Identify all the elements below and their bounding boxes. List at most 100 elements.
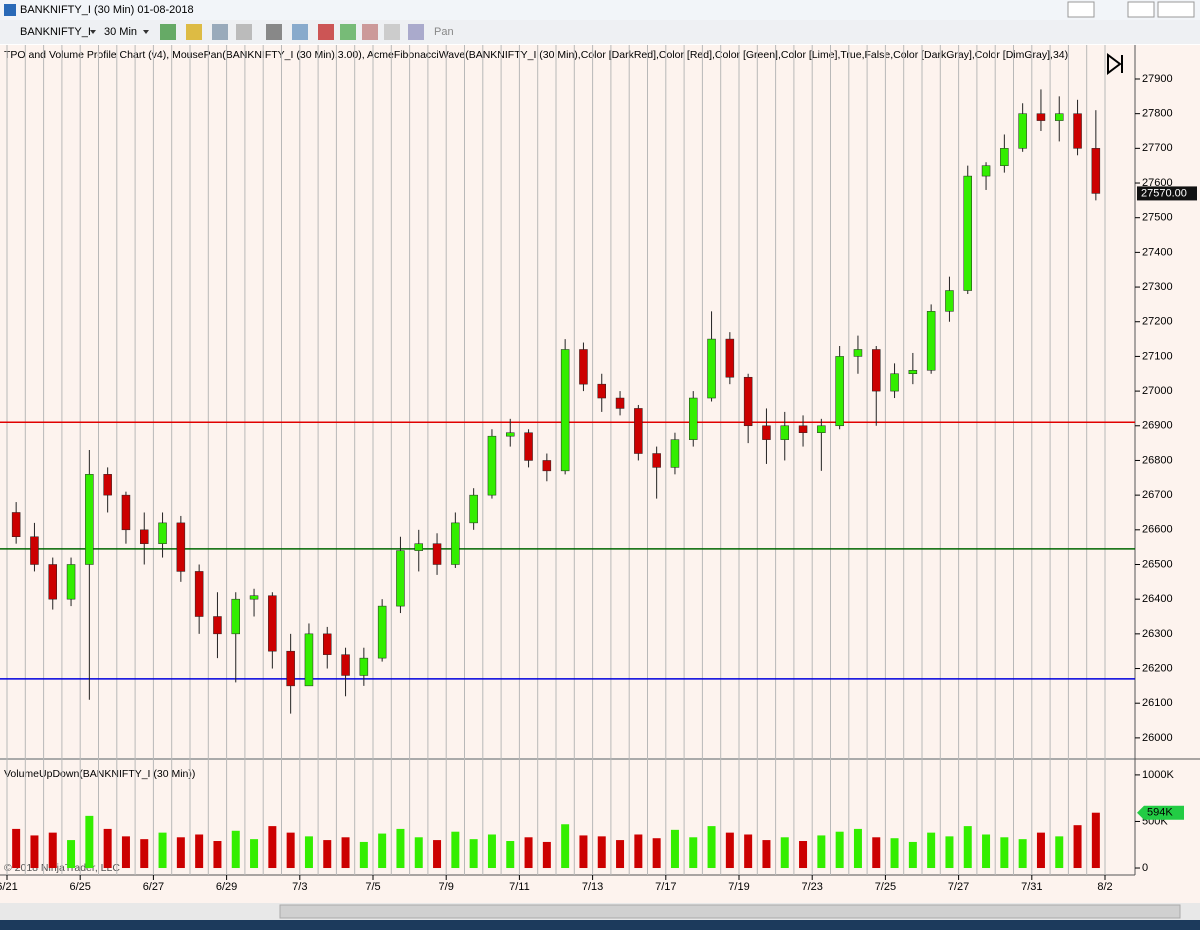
candle-body	[945, 290, 954, 312]
volume-bar	[561, 824, 570, 869]
toolbar-icon[interactable]	[362, 24, 378, 40]
toolbar-icon[interactable]	[340, 24, 356, 40]
candle-body	[396, 550, 405, 607]
interval-selector[interactable]: 30 Min	[104, 26, 137, 38]
y-tick-label: 26800	[1142, 454, 1173, 466]
volume-bar	[542, 841, 551, 869]
volume-bar	[341, 837, 350, 869]
x-tick-label: 7/11	[509, 881, 530, 893]
candle-body	[268, 595, 277, 652]
candle-body	[48, 564, 57, 600]
volume-bar	[396, 828, 405, 869]
pan-button[interactable]: Pan	[434, 26, 454, 38]
candle-body	[1055, 113, 1064, 121]
candle-body	[579, 349, 588, 385]
x-tick-label: 8/2	[1097, 881, 1112, 893]
volume-bar	[433, 840, 442, 869]
volume-bar	[140, 839, 149, 869]
volume-bar	[1073, 825, 1082, 869]
y-tick-label: 26900	[1142, 420, 1173, 432]
y-tick-label: 26100	[1142, 697, 1173, 709]
volume-bar	[506, 841, 515, 869]
candle-body	[323, 633, 332, 655]
y-tick-label: 27900	[1142, 73, 1173, 85]
volume-bar	[982, 834, 991, 869]
y-tick-label: 27100	[1142, 350, 1173, 362]
scroll-end-button[interactable]	[1107, 53, 1123, 75]
y-tick-label: 27400	[1142, 246, 1173, 258]
candle-body	[524, 432, 533, 461]
volume-bar	[1018, 839, 1027, 869]
volume-bar	[487, 834, 496, 869]
candle-body	[103, 474, 112, 496]
volume-bar	[121, 836, 130, 869]
candle-body	[542, 460, 552, 472]
candle-body	[176, 522, 186, 572]
dropdown-arrow	[143, 30, 149, 34]
x-tick-label: 7/27	[948, 881, 969, 893]
toolbar-icon[interactable]	[292, 24, 308, 40]
toolbar-icon[interactable]	[160, 24, 176, 40]
volume-bar	[762, 840, 771, 869]
volume-bar	[890, 838, 899, 869]
candle-body	[615, 397, 625, 409]
candle-body	[597, 383, 606, 399]
candle-body	[652, 453, 661, 468]
y-tick-label: 1000K	[1142, 769, 1174, 781]
candle-body	[66, 564, 76, 600]
candle-body	[451, 522, 460, 565]
x-tick-label: 7/9	[439, 881, 454, 893]
candle-body	[11, 512, 21, 537]
scroll-thumb[interactable]	[279, 904, 1181, 919]
candle-body	[560, 349, 570, 472]
candle-body	[249, 595, 259, 600]
candle-body	[926, 311, 936, 371]
candle-body	[1000, 148, 1009, 166]
y-tick-label: 26500	[1142, 558, 1173, 570]
x-tick-label: 7/5	[365, 881, 380, 893]
candle-body	[231, 598, 240, 635]
toolbar-icon[interactable]	[408, 24, 424, 40]
candle-body	[634, 408, 643, 454]
toolbar-icon[interactable]	[212, 24, 228, 40]
volume-bar	[579, 835, 588, 869]
volume-bar	[12, 828, 21, 869]
volume-bar	[616, 840, 625, 869]
volume-bar	[1000, 837, 1009, 869]
minimize-button[interactable]	[1067, 1, 1095, 18]
volume-bar	[689, 837, 698, 869]
x-tick-label: 7/13	[582, 881, 603, 893]
candle-body	[506, 432, 515, 437]
volume-bar	[1055, 836, 1064, 869]
candle-body	[835, 356, 844, 427]
date-axis	[0, 875, 1200, 903]
x-tick-label: 7/25	[875, 881, 896, 893]
close-button[interactable]	[1157, 1, 1195, 18]
volume-bar	[469, 839, 478, 869]
toolbar-icon[interactable]	[186, 24, 202, 40]
toolbar-icon[interactable]	[236, 24, 252, 40]
maximize-button[interactable]	[1127, 1, 1155, 18]
y-tick-label: 26200	[1142, 662, 1173, 674]
volume-bar	[103, 828, 112, 869]
x-tick-label: 7/3	[292, 881, 307, 893]
candle-body	[414, 543, 423, 551]
toolbar-icon[interactable]	[384, 24, 400, 40]
candle-body	[213, 616, 222, 635]
volume-bar	[250, 839, 259, 869]
toolbar-icon[interactable]	[318, 24, 334, 40]
volume-bar	[597, 836, 606, 869]
instrument-selector[interactable]: BANKNIFTY_I	[20, 26, 91, 38]
toolbar-icon[interactable]	[266, 24, 282, 40]
volume-bar	[48, 832, 57, 869]
volume-bar	[524, 837, 533, 869]
volume-bar	[378, 833, 387, 869]
price-axis	[1135, 45, 1200, 875]
candle-body	[725, 338, 735, 378]
y-tick-label: 0	[1142, 862, 1148, 874]
candle-body	[762, 425, 771, 440]
y-tick-label: 26000	[1142, 732, 1173, 744]
y-tick-label: 26700	[1142, 489, 1173, 501]
